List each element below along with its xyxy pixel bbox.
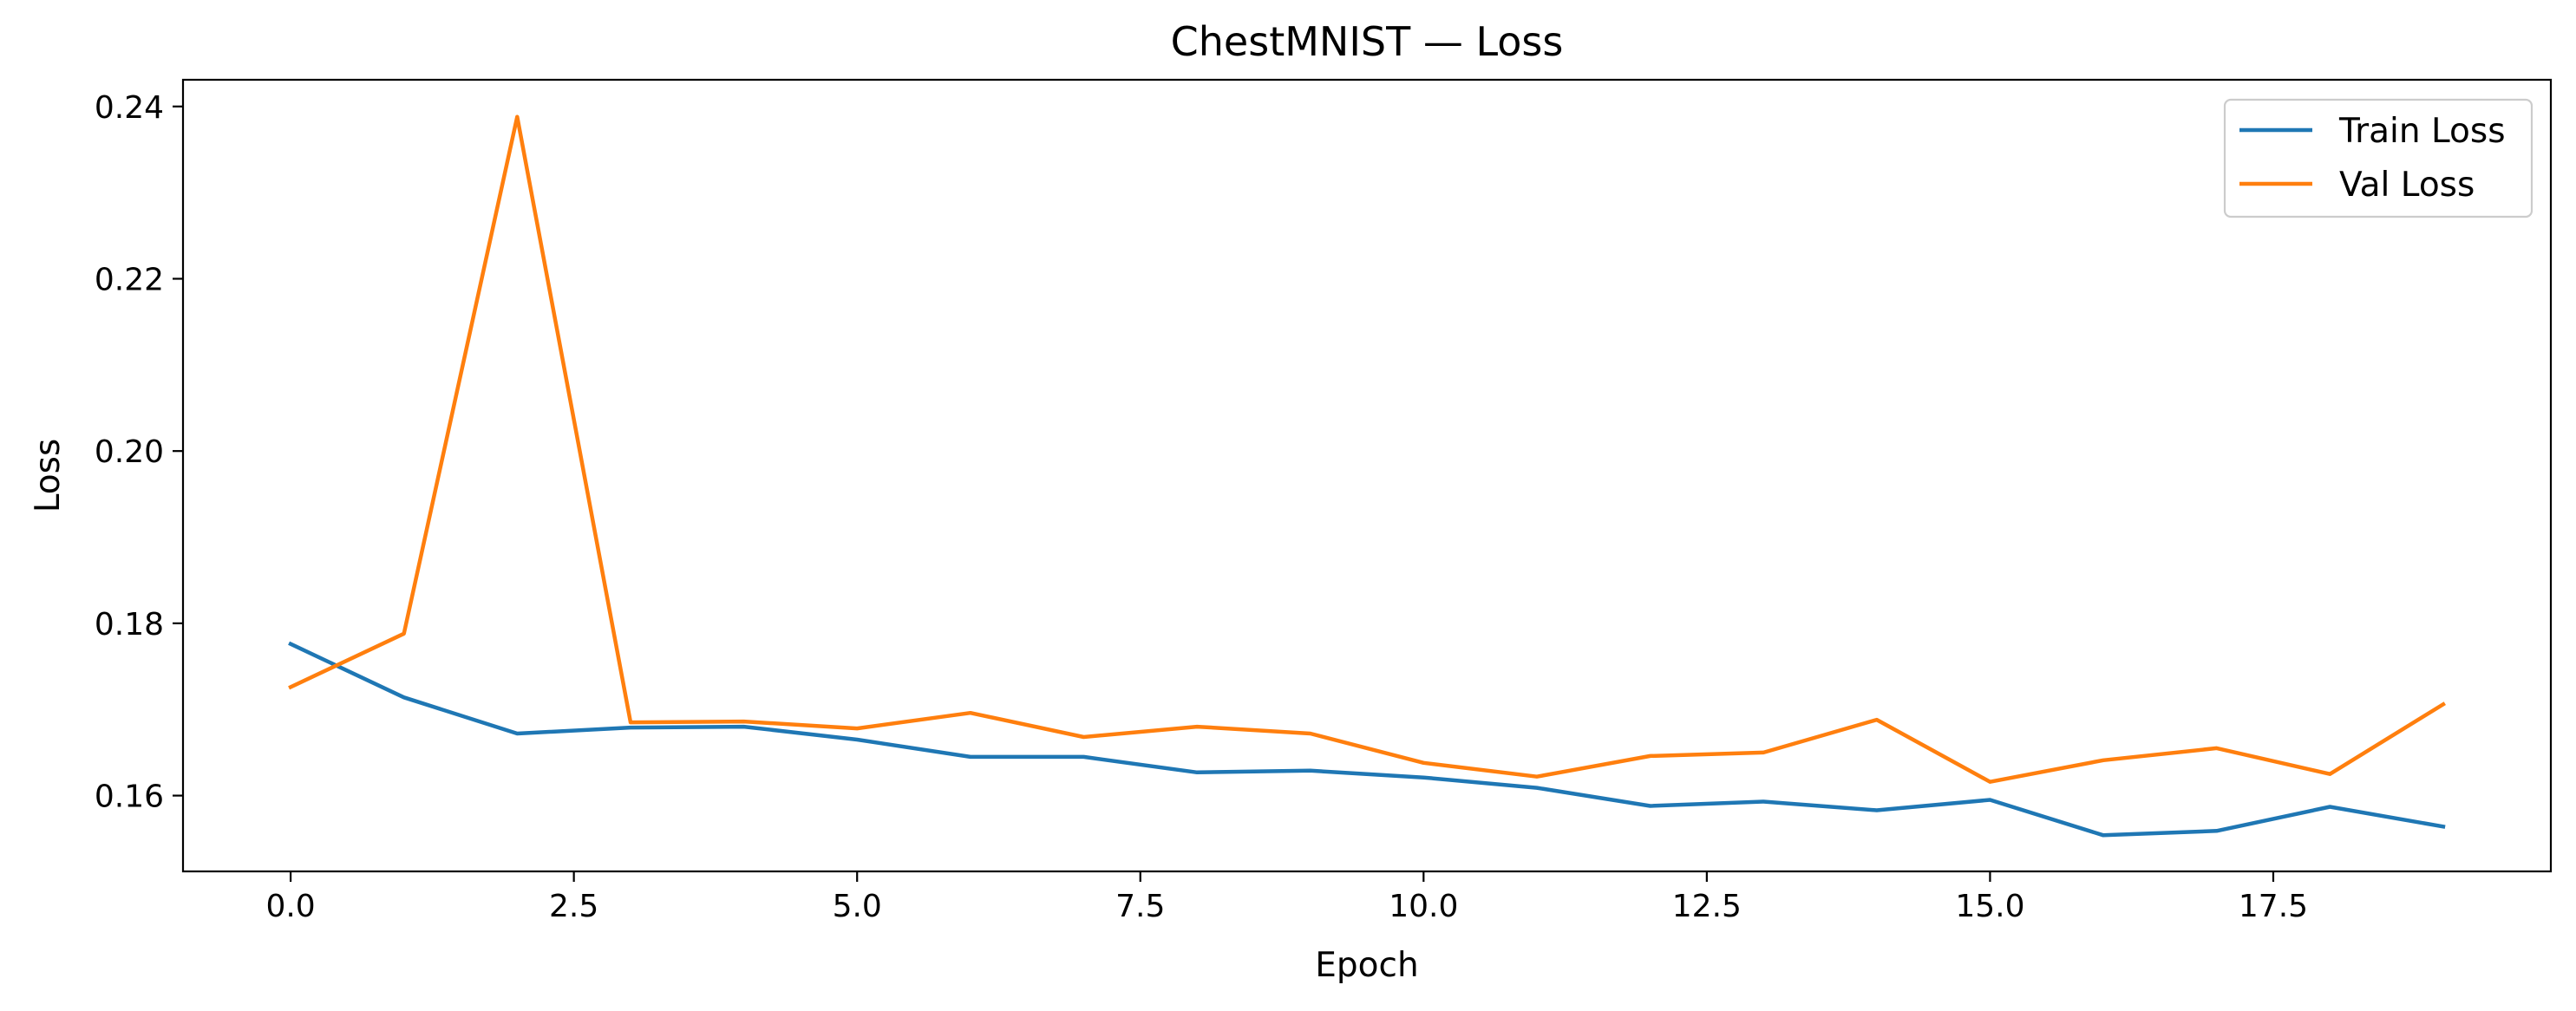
- chart-title: ChestMNIST — Loss: [1171, 18, 1564, 65]
- legend: Train Loss Val Loss: [2223, 98, 2534, 219]
- y-tick-label: 0.18: [95, 607, 164, 642]
- x-axis-ticks: 0.0 2.5 5.0 7.5 10.0 12.5 15.0 17.5: [265, 871, 2308, 924]
- x-tick-label: 0.0: [265, 889, 315, 924]
- series-layer: [288, 114, 2446, 838]
- y-axis-ticks: 0.16 0.18 0.20 0.22 0.24: [95, 90, 183, 815]
- plot-frame: [181, 78, 2553, 873]
- series-line-train-loss: [288, 641, 2446, 838]
- x-tick-label: 17.5: [2239, 889, 2308, 924]
- y-tick-label: 0.20: [95, 434, 164, 470]
- legend-label: Train Loss: [2338, 112, 2506, 151]
- legend-label: Val Loss: [2339, 166, 2475, 205]
- x-tick-label: 2.5: [549, 889, 598, 924]
- x-tick-label: 7.5: [1115, 889, 1165, 924]
- x-tick-label: 15.0: [1955, 889, 2024, 924]
- y-axis-label: Loss: [29, 439, 68, 513]
- y-tick-label: 0.24: [95, 90, 164, 126]
- x-tick-label: 10.0: [1389, 889, 1458, 924]
- x-tick-label: 5.0: [833, 889, 882, 924]
- y-tick-label: 0.22: [95, 262, 164, 297]
- plot-area: [181, 78, 2553, 873]
- x-axis-label: Epoch: [1315, 946, 1418, 985]
- series-line-val-loss: [288, 114, 2446, 784]
- y-tick-label: 0.16: [95, 779, 164, 815]
- x-tick-label: 12.5: [1672, 889, 1742, 924]
